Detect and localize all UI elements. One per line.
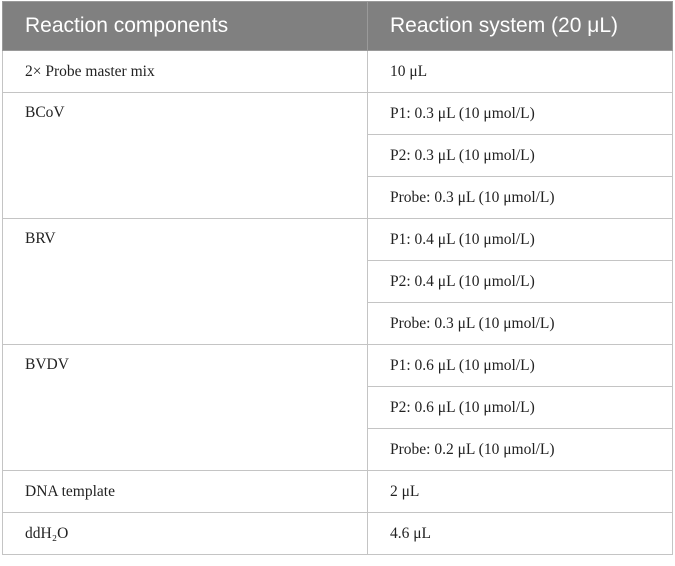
- table-row: BCoV P1: 0.3 μL (10 μmol/L): [2, 92, 673, 219]
- component-cell: 2× Probe master mix: [2, 50, 368, 93]
- header-cell: Reaction components: [2, 1, 368, 51]
- value-cell: P1: 0.4 μL (10 μmol/L): [367, 218, 673, 261]
- table-row: BVDV P1: 0.6 μL (10 μmol/L): [2, 344, 673, 471]
- table-row: P2: 0.3 μL (10 μmol/L): [3, 134, 673, 177]
- value-cell: 10 μL: [367, 50, 673, 93]
- table-row: Probe: 0.3 μL (10 μmol/L): [3, 176, 673, 219]
- component-cell: DNA template: [2, 470, 368, 513]
- value-cell: Probe: 0.3 μL (10 μmol/L): [367, 176, 673, 219]
- component-cell: ddH₂O: [2, 512, 368, 555]
- value-cell: P1: 0.6 μL (10 μmol/L): [367, 344, 673, 387]
- header-row: Reaction components Reaction system (20 …: [2, 1, 673, 51]
- value-cell: P2: 0.3 μL (10 μmol/L): [367, 134, 673, 177]
- value-cell: Probe: 0.3 μL (10 μmol/L): [367, 302, 673, 345]
- table-row: ddH₂O 4.6 μL: [2, 512, 673, 555]
- component-cell: BVDV: [2, 344, 368, 471]
- header-cell: Reaction system (20 μL): [367, 1, 673, 51]
- reaction-table: Reaction components Reaction system (20 …: [2, 1, 673, 555]
- table-row: BRV P1: 0.4 μL (10 μmol/L): [2, 218, 673, 345]
- table-row: DNA template 2 μL: [2, 470, 673, 513]
- table-row: P2: 0.6 μL (10 μmol/L): [3, 386, 673, 429]
- value-cell: 2 μL: [367, 470, 673, 513]
- value-cell: P2: 0.6 μL (10 μmol/L): [367, 386, 673, 429]
- value-cell: P2: 0.4 μL (10 μmol/L): [367, 260, 673, 303]
- table-row: Probe: 0.3 μL (10 μmol/L): [3, 302, 673, 345]
- table-row: 2× Probe master mix 10 μL: [2, 50, 673, 93]
- component-cell: BCoV: [2, 92, 368, 219]
- table-row: Probe: 0.2 μL (10 μmol/L): [3, 428, 673, 471]
- value-cell: Probe: 0.2 μL (10 μmol/L): [367, 428, 673, 471]
- value-cell: P1: 0.3 μL (10 μmol/L): [367, 92, 673, 135]
- value-cell: 4.6 μL: [367, 512, 673, 555]
- component-cell: BRV: [2, 218, 368, 345]
